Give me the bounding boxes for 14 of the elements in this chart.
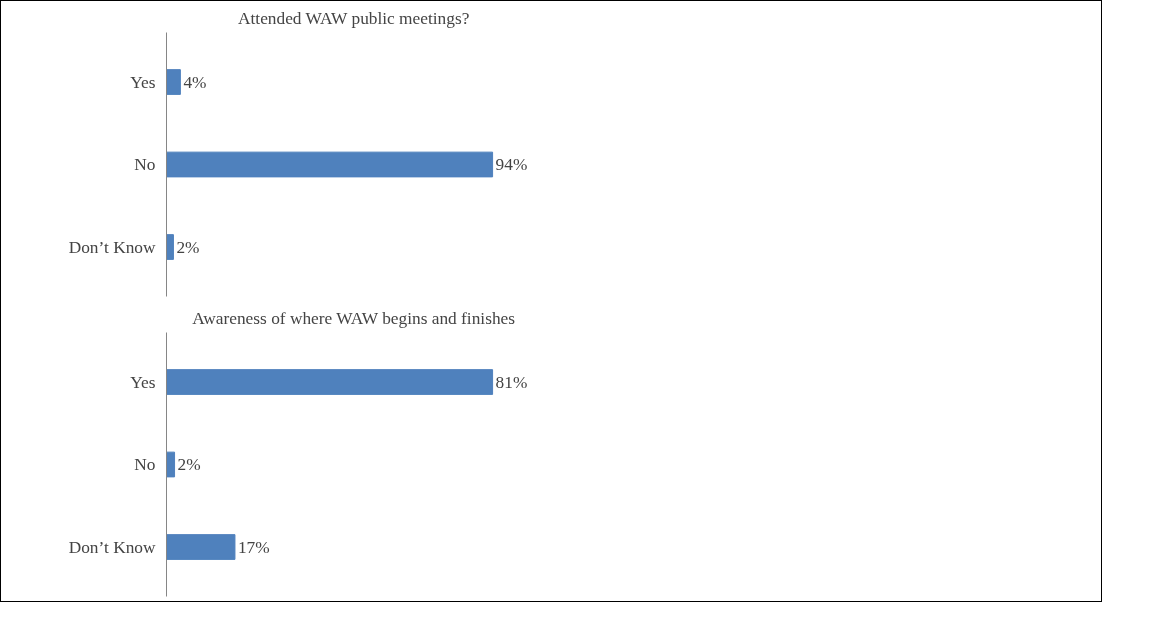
data-label: 17% — [237, 537, 270, 557]
chart-title: Awareness of where WAW begins and finishes — [192, 308, 516, 328]
data-label: 2% — [176, 237, 200, 257]
y-tick-label: Yes — [130, 72, 156, 92]
y-tick-label: No — [134, 155, 156, 174]
y-tick-label: Yes — [130, 372, 156, 392]
y-tick-label: Don’t Know — [68, 237, 156, 257]
data-label: 2% — [177, 455, 201, 474]
y-tick-label: Don’t Know — [68, 537, 156, 557]
data-label: 4% — [183, 72, 207, 92]
data-label: 81% — [495, 372, 528, 392]
data-label: 94% — [495, 155, 528, 174]
chart-title: Attended WAW public meetings? — [238, 8, 470, 28]
y-tick-label: No — [134, 455, 156, 474]
